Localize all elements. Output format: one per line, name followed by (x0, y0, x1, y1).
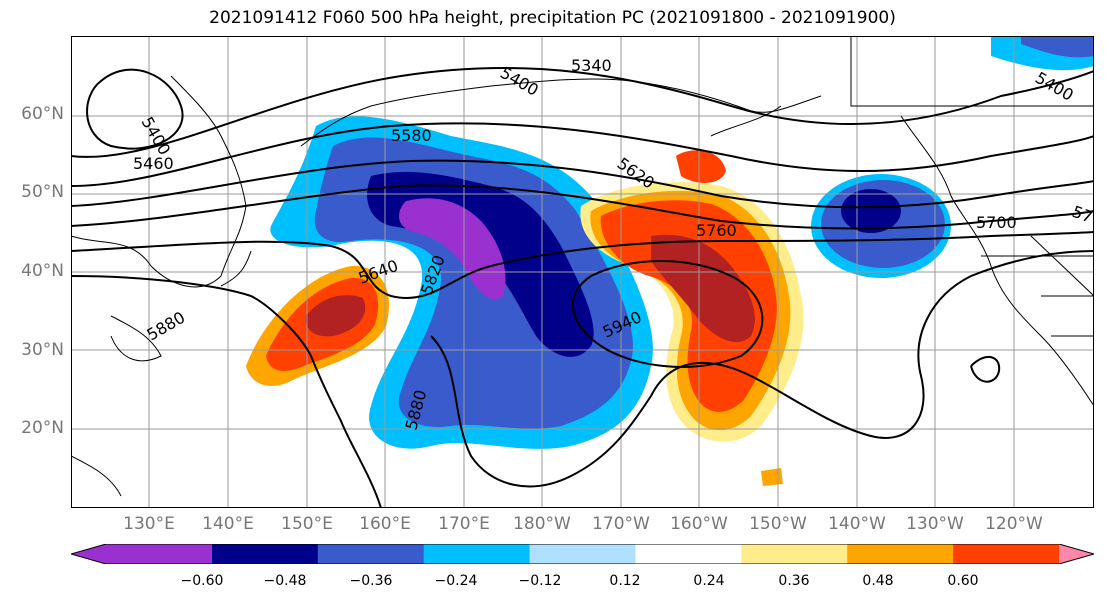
lon-label: 170°W (592, 514, 650, 534)
colorbar-tick: 0.36 (778, 573, 810, 589)
colorbar-tick: 0.12 (609, 573, 641, 589)
colorbar-segment (211, 544, 319, 564)
contour-label: 5760 (696, 221, 737, 240)
lon-label: 150°E (281, 514, 333, 534)
colorbar-segment (423, 544, 531, 564)
lat-label: 30°N (21, 340, 64, 360)
lon-label: 130°E (123, 514, 175, 534)
lat-label: 40°N (21, 261, 64, 281)
colorbar (71, 544, 1094, 564)
colorbar-segment (1059, 544, 1094, 564)
colorbar-segment (635, 544, 742, 564)
colorbar-segment (317, 544, 425, 564)
lon-label: 150°W (749, 514, 807, 534)
lon-label: 140°W (828, 514, 886, 534)
colorbar-tick: −0.12 (518, 573, 562, 589)
contour-label: 5580 (391, 126, 432, 145)
lon-label: 160°W (670, 514, 728, 534)
lon-label: 170°E (438, 514, 490, 534)
height-contours (71, 66, 1094, 508)
graticule (71, 36, 1094, 508)
colorbar-segments (71, 544, 1094, 564)
lon-label: 160°E (359, 514, 411, 534)
map-svg: 5400 5460 5580 5400 5340 5620 5760 5700 … (71, 36, 1094, 508)
lon-label: 180°W (513, 514, 571, 534)
lon-label: 130°W (906, 514, 964, 534)
colorbar-tick: −0.36 (349, 573, 393, 589)
colorbar-segment (529, 544, 636, 564)
colorbar-segment (953, 544, 1060, 564)
lon-label: 120°W (985, 514, 1043, 534)
contour-label: 5340 (571, 56, 612, 75)
negative-anomaly-region (270, 116, 653, 449)
map-title: 2021091412 F060 500 hPa height, precipit… (209, 8, 896, 28)
lat-label: 60°N (21, 104, 64, 124)
colorbar-tick: −0.60 (180, 573, 224, 589)
colorbar-segment (71, 544, 212, 564)
colorbar-tick: −0.48 (263, 573, 307, 589)
colorbar-segment (847, 544, 954, 564)
east-negative-anomaly (811, 36, 1094, 278)
colorbar-segment (741, 544, 848, 564)
lon-label: 140°E (202, 514, 254, 534)
lat-label: 50°N (21, 182, 64, 202)
contour-label: 5460 (133, 154, 174, 173)
colorbar-tick: 0.48 (862, 573, 894, 589)
colorbar-tick: −0.24 (434, 573, 478, 589)
colorbar-tick: 0.60 (947, 573, 979, 589)
colorbar-tick: 0.24 (693, 573, 725, 589)
lat-label: 20°N (21, 418, 64, 438)
map-panel: 5400 5460 5580 5400 5340 5620 5760 5700 … (71, 36, 1094, 508)
contour-label: 5700 (976, 213, 1017, 232)
